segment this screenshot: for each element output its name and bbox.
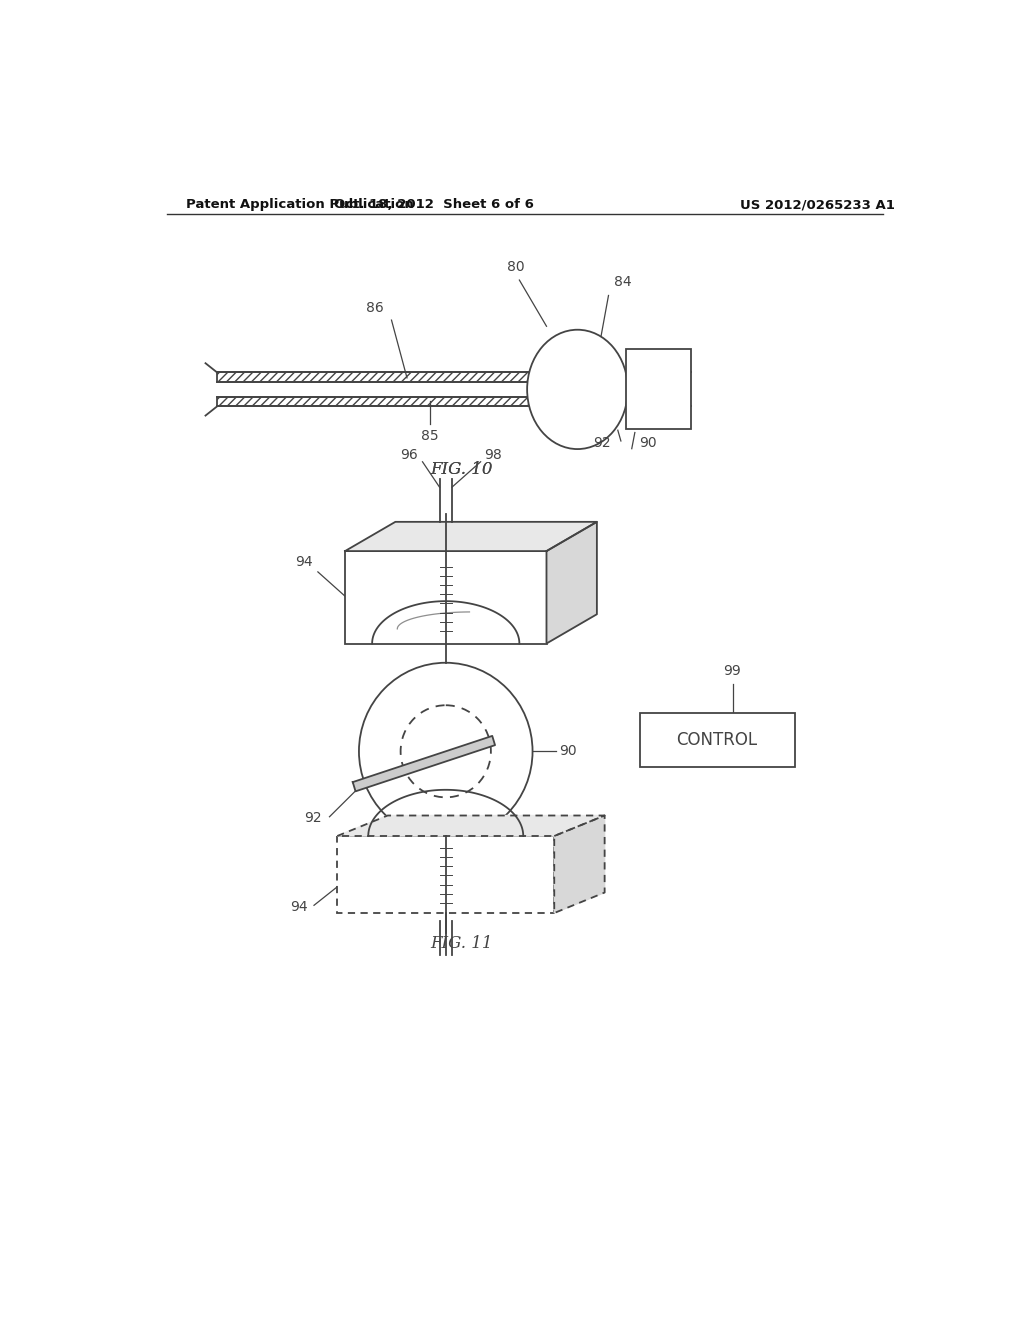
- Polygon shape: [337, 816, 604, 836]
- Text: 98: 98: [484, 447, 502, 462]
- Text: 92: 92: [593, 436, 611, 450]
- Text: 90: 90: [640, 436, 657, 450]
- Text: 96: 96: [400, 447, 418, 462]
- Text: FIG. 10: FIG. 10: [430, 461, 493, 478]
- Text: 94: 94: [290, 900, 308, 915]
- Bar: [640, 713, 795, 767]
- Text: 86: 86: [366, 301, 384, 314]
- Text: CONTROL: CONTROL: [677, 731, 758, 748]
- Text: 85: 85: [422, 429, 439, 444]
- Text: Patent Application Publication: Patent Application Publication: [186, 198, 414, 211]
- Text: 99: 99: [724, 664, 741, 678]
- Ellipse shape: [400, 705, 490, 797]
- Text: FIG. 10: FIG. 10: [430, 461, 493, 478]
- Polygon shape: [345, 521, 597, 552]
- Bar: [345, 552, 547, 644]
- Text: 84: 84: [614, 276, 632, 289]
- Ellipse shape: [527, 330, 628, 449]
- Bar: [217, 397, 608, 407]
- Text: FIG. 11: FIG. 11: [430, 935, 493, 952]
- Bar: [627, 350, 690, 429]
- Bar: [337, 836, 554, 913]
- Text: US 2012/0265233 A1: US 2012/0265233 A1: [740, 198, 895, 211]
- Text: Oct. 18, 2012  Sheet 6 of 6: Oct. 18, 2012 Sheet 6 of 6: [334, 198, 535, 211]
- Polygon shape: [547, 521, 597, 644]
- Bar: [217, 372, 608, 381]
- Text: 94: 94: [295, 556, 312, 569]
- Polygon shape: [554, 816, 604, 913]
- Text: 92: 92: [304, 810, 322, 825]
- Polygon shape: [352, 737, 495, 792]
- Text: 80: 80: [507, 260, 524, 275]
- Text: 90: 90: [559, 744, 577, 758]
